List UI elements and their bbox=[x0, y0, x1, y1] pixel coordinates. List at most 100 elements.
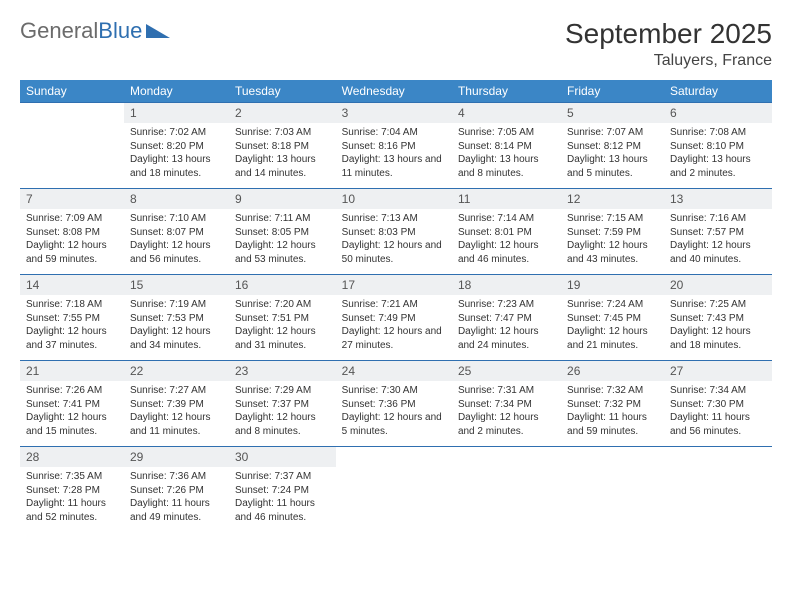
daylight-text: Daylight: 12 hours and 56 minutes. bbox=[130, 239, 223, 266]
day-number-cell: 10 bbox=[336, 189, 452, 210]
day-number-cell: 22 bbox=[124, 361, 229, 382]
sunset-text: Sunset: 7:30 PM bbox=[670, 398, 766, 412]
day-number-cell: 3 bbox=[336, 103, 452, 124]
dow-thursday: Thursday bbox=[452, 80, 561, 103]
week-detail-row: Sunrise: 7:18 AMSunset: 7:55 PM Daylight:… bbox=[20, 295, 772, 361]
dow-sunday: Sunday bbox=[20, 80, 124, 103]
day-number-cell: 24 bbox=[336, 361, 452, 382]
sunrise-text: Sunrise: 7:09 AM bbox=[26, 212, 118, 226]
sunset-text: Sunset: 7:59 PM bbox=[567, 226, 658, 240]
day-detail-cell: Sunrise: 7:18 AMSunset: 7:55 PMDaylight:… bbox=[20, 295, 124, 361]
week-detail-row: Sunrise: 7:09 AMSunset: 8:08 PM Daylight:… bbox=[20, 209, 772, 275]
daylight-text: Daylight: 12 hours and 31 minutes. bbox=[235, 325, 330, 352]
day-number-cell: 9 bbox=[229, 189, 336, 210]
sunrise-text: Sunrise: 7:34 AM bbox=[670, 384, 766, 398]
sunset-text: Sunset: 7:51 PM bbox=[235, 312, 330, 326]
daylight-text: Daylight: 13 hours and 14 minutes. bbox=[235, 153, 330, 180]
sunset-text: Sunset: 8:18 PM bbox=[235, 140, 330, 154]
sunset-text: Sunset: 7:43 PM bbox=[670, 312, 766, 326]
sunrise-text: Sunrise: 7:18 AM bbox=[26, 298, 118, 312]
day-number-cell: 27 bbox=[664, 361, 772, 382]
daylight-text: Daylight: 12 hours and 8 minutes. bbox=[235, 411, 330, 438]
daylight-text: Daylight: 12 hours and 27 minutes. bbox=[342, 325, 446, 352]
sunset-text: Sunset: 7:39 PM bbox=[130, 398, 223, 412]
sunset-text: Sunset: 7:47 PM bbox=[458, 312, 555, 326]
daylight-text: Daylight: 12 hours and 5 minutes. bbox=[342, 411, 446, 438]
day-detail-cell: Sunrise: 7:15 AMSunset: 7:59 PMDaylight:… bbox=[561, 209, 664, 275]
sunrise-text: Sunrise: 7:03 AM bbox=[235, 126, 330, 140]
day-number-cell: 5 bbox=[561, 103, 664, 124]
daylight-text: Daylight: 11 hours and 46 minutes. bbox=[235, 497, 330, 524]
day-number-cell: 12 bbox=[561, 189, 664, 210]
sunrise-text: Sunrise: 7:15 AM bbox=[567, 212, 658, 226]
day-number-cell bbox=[20, 103, 124, 124]
daylight-text: Daylight: 12 hours and 15 minutes. bbox=[26, 411, 118, 438]
sunrise-text: Sunrise: 7:29 AM bbox=[235, 384, 330, 398]
sunset-text: Sunset: 7:49 PM bbox=[342, 312, 446, 326]
sunset-text: Sunset: 7:24 PM bbox=[235, 484, 330, 498]
day-detail-cell bbox=[561, 467, 664, 532]
sunset-text: Sunset: 7:28 PM bbox=[26, 484, 118, 498]
day-number-cell: 13 bbox=[664, 189, 772, 210]
daylight-text: Daylight: 12 hours and 40 minutes. bbox=[670, 239, 766, 266]
sunrise-text: Sunrise: 7:10 AM bbox=[130, 212, 223, 226]
day-detail-cell: Sunrise: 7:14 AMSunset: 8:01 PMDaylight:… bbox=[452, 209, 561, 275]
day-number-cell bbox=[452, 447, 561, 468]
dow-wednesday: Wednesday bbox=[336, 80, 452, 103]
sunrise-text: Sunrise: 7:05 AM bbox=[458, 126, 555, 140]
daylight-text: Daylight: 12 hours and 53 minutes. bbox=[235, 239, 330, 266]
week-detail-row: Sunrise: 7:02 AMSunset: 8:20 PMDaylight:… bbox=[20, 123, 772, 189]
daylight-text: Daylight: 12 hours and 18 minutes. bbox=[670, 325, 766, 352]
daylight-text: Daylight: 12 hours and 50 minutes. bbox=[342, 239, 446, 266]
sunset-text: Sunset: 7:53 PM bbox=[130, 312, 223, 326]
day-number-cell: 11 bbox=[452, 189, 561, 210]
sunset-text: Sunset: 8:01 PM bbox=[458, 226, 555, 240]
day-detail-cell: Sunrise: 7:21 AMSunset: 7:49 PMDaylight:… bbox=[336, 295, 452, 361]
day-number-cell: 7 bbox=[20, 189, 124, 210]
week-detail-row: Sunrise: 7:35 AMSunset: 7:28 PMDaylight:… bbox=[20, 467, 772, 532]
sunrise-text: Sunrise: 7:21 AM bbox=[342, 298, 446, 312]
week-daynum-row: 78910111213 bbox=[20, 189, 772, 210]
day-detail-cell: Sunrise: 7:05 AMSunset: 8:14 PMDaylight:… bbox=[452, 123, 561, 189]
daylight-text: Daylight: 11 hours and 52 minutes. bbox=[26, 497, 118, 524]
day-detail-cell: Sunrise: 7:29 AMSunset: 7:37 PMDaylight:… bbox=[229, 381, 336, 447]
sunset-text: Sunset: 8:03 PM bbox=[342, 226, 446, 240]
day-detail-cell: Sunrise: 7:25 AMSunset: 7:43 PMDaylight:… bbox=[664, 295, 772, 361]
day-number-cell: 23 bbox=[229, 361, 336, 382]
day-number-cell: 25 bbox=[452, 361, 561, 382]
sunset-text: Sunset: 8:20 PM bbox=[130, 140, 223, 154]
day-number-cell: 8 bbox=[124, 189, 229, 210]
day-number-cell: 19 bbox=[561, 275, 664, 296]
day-number-cell: 2 bbox=[229, 103, 336, 124]
day-number-cell: 16 bbox=[229, 275, 336, 296]
day-detail-cell: Sunrise: 7:35 AMSunset: 7:28 PMDaylight:… bbox=[20, 467, 124, 532]
daylight-text: Daylight: 13 hours and 11 minutes. bbox=[342, 153, 446, 180]
sunset-text: Sunset: 8:07 PM bbox=[130, 226, 223, 240]
day-detail-cell: Sunrise: 7:08 AMSunset: 8:10 PMDaylight:… bbox=[664, 123, 772, 189]
sunset-text: Sunset: 7:36 PM bbox=[342, 398, 446, 412]
day-number-cell: 30 bbox=[229, 447, 336, 468]
daylight-text: Daylight: 13 hours and 5 minutes. bbox=[567, 153, 658, 180]
sunrise-text: Sunrise: 7:19 AM bbox=[130, 298, 223, 312]
day-number-cell: 26 bbox=[561, 361, 664, 382]
daylight-text: Daylight: 12 hours and 46 minutes. bbox=[458, 239, 555, 266]
day-detail-cell: Sunrise: 7:23 AMSunset: 7:47 PMDaylight:… bbox=[452, 295, 561, 361]
day-detail-cell: Sunrise: 7:03 AMSunset: 8:18 PMDaylight:… bbox=[229, 123, 336, 189]
daylight-text: Daylight: 11 hours and 56 minutes. bbox=[670, 411, 766, 438]
sunset-text: Sunset: 7:34 PM bbox=[458, 398, 555, 412]
daylight-text: Daylight: 12 hours and 21 minutes. bbox=[567, 325, 658, 352]
sunset-text: Sunset: 7:55 PM bbox=[26, 312, 118, 326]
day-number-cell bbox=[336, 447, 452, 468]
month-title: September 2025 bbox=[565, 18, 772, 50]
logo-text-blue: Blue bbox=[98, 18, 142, 44]
daylight-text: Daylight: 12 hours and 11 minutes. bbox=[130, 411, 223, 438]
week-daynum-row: 21222324252627 bbox=[20, 361, 772, 382]
daylight-text: Daylight: 12 hours and 2 minutes. bbox=[458, 411, 555, 438]
day-detail-cell: Sunrise: 7:37 AMSunset: 7:24 PMDaylight:… bbox=[229, 467, 336, 532]
sunrise-text: Sunrise: 7:16 AM bbox=[670, 212, 766, 226]
sunrise-text: Sunrise: 7:13 AM bbox=[342, 212, 446, 226]
sunrise-text: Sunrise: 7:08 AM bbox=[670, 126, 766, 140]
sunset-text: Sunset: 8:08 PM bbox=[26, 226, 118, 240]
day-detail-cell: Sunrise: 7:11 AMSunset: 8:05 PMDaylight:… bbox=[229, 209, 336, 275]
sunrise-text: Sunrise: 7:11 AM bbox=[235, 212, 330, 226]
